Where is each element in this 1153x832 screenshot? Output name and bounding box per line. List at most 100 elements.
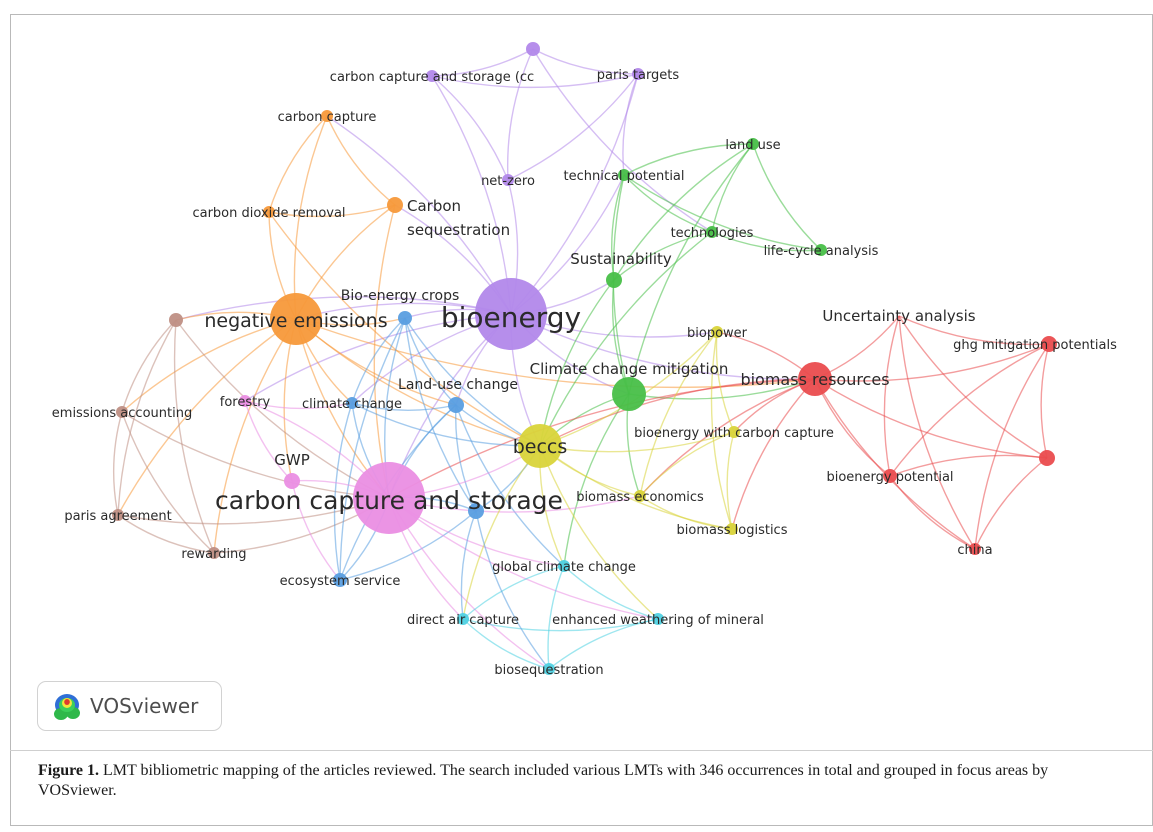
node-gwp[interactable] — [284, 473, 300, 489]
link-climate-change-land-use-change — [351, 402, 457, 411]
link-direct-air-capture-biosequestration — [462, 618, 550, 670]
link-technologies-sustainability — [613, 231, 713, 281]
vosviewer-density-icon — [54, 694, 80, 720]
link-carbon-dioxide-removal-carbon-sequestration — [268, 204, 396, 218]
node-climate-change[interactable] — [346, 397, 358, 409]
node-ecosystem-service[interactable] — [333, 573, 347, 587]
node-sustainability[interactable] — [606, 272, 622, 288]
node-technical-potential[interactable] — [618, 169, 630, 181]
node-carbon-dioxide-removal[interactable] — [263, 206, 275, 218]
node-technologies[interactable] — [706, 226, 718, 238]
link-land-use-change-blue-unlabeled — [455, 404, 477, 512]
node-biomass-economics[interactable] — [634, 490, 646, 502]
node-label-sustainability: Sustainability — [570, 250, 672, 268]
link-beccs-bioenergy-with-carbon-capture — [539, 431, 735, 453]
node-label-direct-air-capture: direct air capture — [407, 613, 519, 628]
link-forestry-climate-change — [244, 400, 353, 410]
link-technologies-beccs — [539, 231, 713, 447]
link-emissions-accounting-paris-agreement — [112, 411, 123, 516]
node-label-rewarding: rewarding — [181, 547, 246, 562]
node-label-land-use-change: Land-use change — [398, 377, 518, 393]
node-rewarding[interactable] — [208, 547, 220, 559]
link-purple-unlabeled-net-zero — [506, 48, 534, 181]
node-life-cycle-analysis[interactable] — [815, 244, 827, 256]
link-global-climate-change-direct-air-capture — [462, 565, 565, 620]
node-land-use[interactable] — [747, 138, 759, 150]
node-label-technical-potential: technical potential — [563, 169, 684, 184]
node-emissions-accounting[interactable] — [116, 406, 128, 418]
link-biopower-biomass-economics — [639, 331, 718, 497]
node-label-biosequestration: biosequestration — [494, 663, 603, 678]
link-uncertainty-analysis-ghg-mitigation-potentials — [898, 315, 1050, 346]
link-climate-change-beccs — [351, 402, 541, 447]
node-enhanced-weathering-of-mineral[interactable] — [652, 613, 664, 625]
node-land-use-change[interactable] — [448, 397, 464, 413]
node-brown-top[interactable] — [169, 313, 183, 327]
node-label-negative-emissions: negative emissions — [204, 310, 387, 332]
node-carbon-capture-and-storage[interactable] — [353, 462, 425, 534]
node-bioenergy[interactable] — [475, 278, 547, 350]
node-bioenergy-with-carbon-capture[interactable] — [728, 426, 740, 438]
node-negative-emissions[interactable] — [270, 293, 322, 345]
link-bioenergy-brown-top — [175, 296, 512, 321]
node-direct-air-capture[interactable] — [457, 613, 469, 625]
node-paris-agreement[interactable] — [112, 509, 124, 521]
node-bio-energy-crops[interactable] — [398, 311, 412, 325]
node-label-biomass-resources: biomass resources — [740, 370, 889, 389]
link-sustainability-beccs — [539, 279, 615, 447]
node-label-enhanced-weathering-of-mineral: enhanced weathering of mineral — [552, 613, 764, 628]
link-enhanced-weathering-of-mineral-biosequestration — [548, 618, 659, 670]
link-uncertainty-analysis-bioenergy-potential — [883, 315, 900, 477]
link-red-unlabeled-bioenergy-potential — [889, 454, 1048, 477]
label-layer: bioenergy carbon capture and storage (cc p… — [52, 68, 1117, 678]
node-purple-unlabeled[interactable] — [526, 42, 540, 56]
node-bioenergy-potential[interactable] — [883, 469, 897, 483]
link-land-use-sustainability — [613, 143, 754, 281]
node-carbon-capture[interactable] — [321, 110, 333, 122]
link-ghg-mitigation-potentials-bioenergy-potential — [889, 343, 1050, 477]
node-label-beccs: beccs — [513, 436, 568, 458]
node-label-carbon-sequestration: Carbon sequestration — [407, 197, 510, 239]
link-forestry-gwp — [244, 400, 293, 482]
node-biomass-logistics[interactable] — [726, 523, 738, 535]
link-land-use-change-global-climate-change — [455, 404, 565, 567]
node-forestry[interactable] — [239, 395, 251, 407]
link-climate-change-ecosystem-service — [333, 402, 353, 581]
node-red-unlabeled[interactable] — [1039, 450, 1055, 466]
link-carbon-capture-carbon-dioxide-removal — [268, 115, 328, 213]
node-china[interactable] — [969, 543, 981, 555]
link-bioenergy-forestry — [244, 313, 512, 402]
link-global-climate-change-enhanced-weathering-of-mineral — [563, 565, 659, 620]
node-carbon-capture-and-storage-cc[interactable] — [426, 70, 438, 82]
vosviewer-network-map: bioenergy carbon capture and storage (cc p… — [52, 42, 1117, 678]
figure-caption: Figure 1. LMT bibliometric mapping of th… — [38, 761, 1128, 801]
node-global-climate-change[interactable] — [558, 560, 570, 572]
figure-caption-text: LMT bibliometric mapping of the articles… — [38, 762, 1049, 799]
link-gwp-ecosystem-service — [291, 480, 341, 581]
link-bio-energy-crops-land-use-change — [404, 317, 457, 406]
node-blue-unlabeled[interactable] — [468, 503, 484, 519]
node-carbon-sequestration[interactable] — [387, 197, 403, 213]
node-ghg-mitigation-potentials[interactable] — [1041, 336, 1057, 352]
link-biopower-biomass-logistics — [710, 331, 733, 530]
node-climate-change-mitigation[interactable] — [612, 377, 646, 411]
link-emissions-accounting-rewarding — [121, 411, 215, 554]
link-emissions-accounting-carbon-capture-and-storage — [121, 411, 390, 499]
link-carbon-dioxide-removal-beccs — [268, 211, 541, 447]
node-label-climate-change: climate change — [302, 397, 402, 412]
node-biomass-resources[interactable] — [798, 362, 832, 396]
node-label-biomass-economics: biomass economics — [576, 490, 704, 505]
node-biosequestration[interactable] — [543, 663, 555, 675]
node-label-climate-change-mitigation: Climate change mitigation — [530, 360, 729, 378]
node-biopower[interactable] — [711, 326, 723, 338]
node-label-paris-targets: paris targets — [597, 68, 680, 83]
vosviewer-logo: VOSviewer — [37, 681, 222, 731]
node-beccs[interactable] — [518, 424, 562, 468]
node-net-zero[interactable] — [502, 174, 514, 186]
node-paris-targets[interactable] — [632, 68, 644, 80]
link-negative-emissions-biomass-resources — [295, 318, 816, 389]
link-carbon-capture-carbon-sequestration — [326, 115, 396, 206]
node-label-land-use: land use — [725, 138, 780, 153]
node-label-carbon-capture: carbon capture — [278, 110, 377, 125]
link-global-climate-change-biosequestration — [547, 565, 565, 670]
